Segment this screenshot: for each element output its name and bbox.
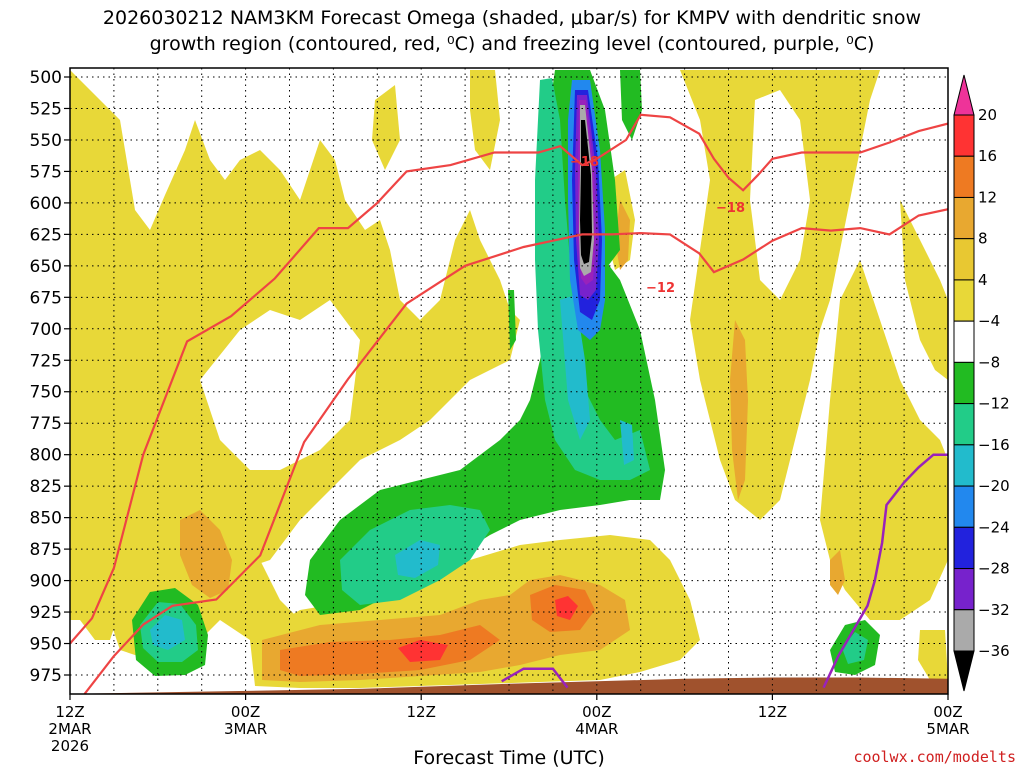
credit-text: coolwx.com/modelts	[853, 748, 1016, 766]
cyan-region-left-blob	[150, 615, 185, 650]
x-tick-label: 5MAR	[926, 720, 969, 738]
y-tick-label: 750	[30, 383, 62, 403]
omega-shading	[70, 70, 948, 694]
colorbar-label: 20	[978, 106, 997, 124]
yellow-region-top-right	[900, 200, 948, 380]
grid	[69, 68, 949, 694]
white-gap-left	[200, 300, 360, 470]
dgz-lower-contour	[83, 208, 948, 694]
red-core-left	[398, 640, 448, 662]
colorbar-bottom-arrow	[953, 650, 975, 692]
x-axis-label: Forecast Time (UTC)	[413, 747, 604, 768]
yellow-region-bottom-right	[918, 630, 948, 680]
orange-streak-bottom-right	[830, 550, 845, 595]
colorbar-swatch	[953, 238, 975, 281]
y-tick-label: 525	[30, 99, 62, 119]
y-tick-label: 700	[30, 320, 62, 340]
y-tick-label: 875	[30, 540, 62, 560]
colorbar-label: −24	[978, 518, 1010, 536]
red-core-right	[555, 596, 578, 620]
y-tick-label: 675	[30, 288, 62, 308]
colorbar-label: −28	[978, 560, 1010, 578]
colorbar-swatch	[953, 609, 975, 652]
colorbar-swatch	[953, 320, 975, 363]
y-tick-label: 800	[30, 446, 62, 466]
colorbar: 20 16 12 8 4 −4 −8 −12 −16 −20 −24 −28 −32 −36	[953, 74, 1010, 692]
x-tick-label: 12Z	[758, 703, 787, 721]
plot-frame	[69, 67, 949, 695]
chart-title-line2: growth region (contoured, red, ⁰C) and f…	[150, 33, 875, 55]
colorbar-swatch	[953, 196, 975, 240]
colorbar-swatch	[953, 444, 975, 487]
chart-title-line1: 2026030212 NAM3KM Forecast Omega (shaded…	[103, 7, 921, 29]
y-tick-label: 925	[30, 603, 62, 623]
cyan-streak-tower	[560, 295, 590, 440]
y-tick-label: 650	[30, 257, 62, 277]
colorbar-label: −36	[978, 642, 1010, 660]
orange-region-left	[180, 510, 232, 598]
y-tick-label: 600	[30, 194, 62, 214]
colorbar-swatch	[953, 526, 975, 570]
x-tick-label: 00Z	[582, 703, 611, 721]
contour-label-dgz-top: −18	[570, 155, 599, 170]
y-tick-label: 625	[30, 225, 62, 245]
y-tick-label: 850	[30, 509, 62, 529]
colorbar-label: −8	[978, 353, 1000, 371]
colorbar-label: −16	[978, 436, 1010, 454]
y-tick-label: 900	[30, 572, 62, 592]
x-tick-label: 2MAR	[48, 720, 91, 738]
teal-region-tower	[535, 78, 650, 480]
x-tick-label: 2026	[51, 737, 89, 755]
y-tick-label: 550	[30, 131, 62, 151]
colorbar-label: 8	[978, 230, 988, 248]
cyan-streak-right	[620, 420, 634, 465]
colorbar-label: 12	[978, 188, 997, 206]
x-tick-label: 3MAR	[224, 720, 267, 738]
y-tick-label: 575	[30, 162, 62, 182]
colorbar-swatch	[953, 403, 975, 446]
yellow-region-far-right	[820, 260, 948, 620]
y-tick-label: 975	[30, 666, 62, 686]
orange-region-core	[280, 625, 500, 676]
colorbar-label: −4	[978, 312, 1000, 330]
x-tick-label: 00Z	[933, 703, 962, 721]
colorbar-swatch	[953, 361, 975, 405]
colorbar-label: 4	[978, 271, 988, 289]
x-tick-label: 4MAR	[575, 720, 618, 738]
white-gap-right	[750, 90, 810, 300]
yellow-region-upper-center	[470, 70, 500, 170]
yellow-region-upper-mid	[372, 85, 400, 170]
colorbar-label: −20	[978, 477, 1010, 495]
y-tick-label: 500	[30, 68, 62, 88]
orange-streak-right	[730, 320, 748, 500]
freezing-level-contour-right	[822, 453, 948, 689]
colorbar-label: −12	[978, 395, 1010, 413]
contour-label-dgz-bottom-right: −12	[646, 281, 675, 296]
contour-label-dgz-top-right: −18	[716, 201, 745, 216]
x-tick-label: 00Z	[231, 703, 260, 721]
black-core	[580, 120, 592, 264]
colorbar-swatch	[953, 568, 975, 611]
colorbar-swatch	[953, 485, 975, 528]
contours	[70, 113, 948, 694]
colorbar-swatch	[953, 114, 975, 157]
colorbar-label: −32	[978, 601, 1010, 619]
colorbar-label: 16	[978, 147, 997, 165]
colorbar-swatch	[953, 155, 975, 198]
green-strip-narrow	[508, 290, 516, 350]
colorbar-top-arrow	[953, 74, 975, 116]
x-tick-label: 12Z	[55, 703, 84, 721]
dgz-upper-contour	[70, 113, 948, 645]
y-tick-label: 825	[30, 477, 62, 497]
y-axis-ticks: 500 525 550 575 600 625 650 675 700 725 750 775 800 8…	[30, 68, 70, 686]
colorbar-swatch	[953, 279, 975, 322]
y-tick-label: 725	[30, 351, 62, 371]
y-tick-label: 775	[30, 414, 62, 434]
x-tick-label: 12Z	[407, 703, 436, 721]
freezing-level-contour-left	[501, 667, 569, 689]
y-tick-label: 950	[30, 635, 62, 655]
